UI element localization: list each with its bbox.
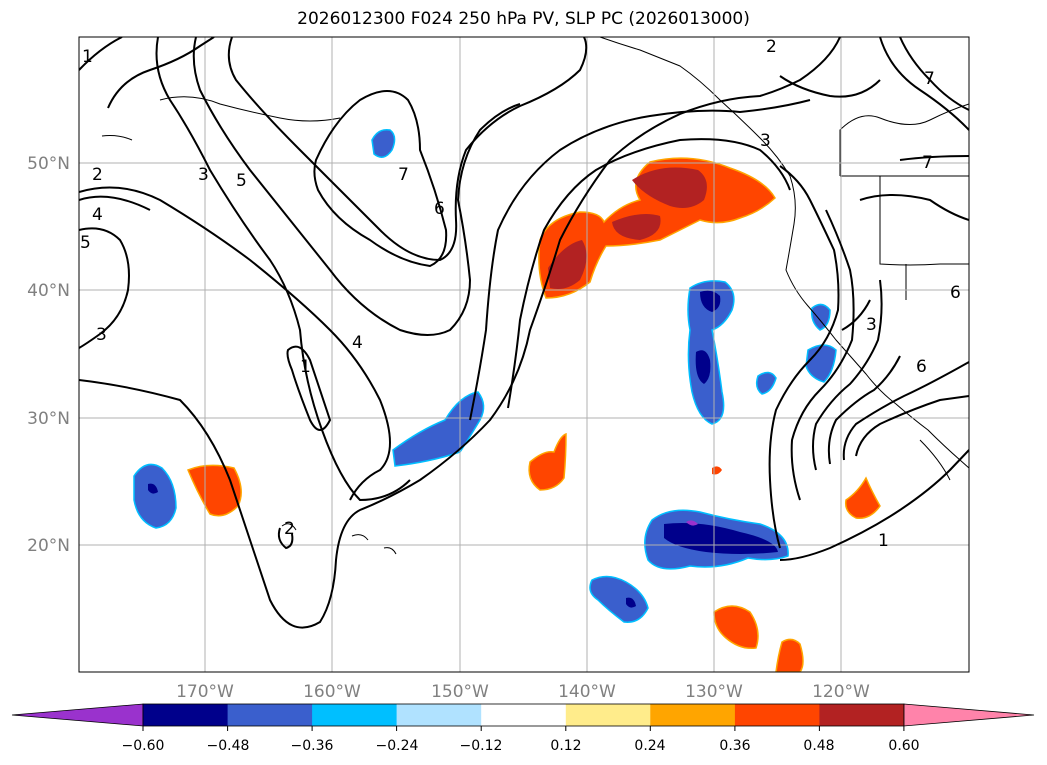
pv-negative-fills	[133, 128, 837, 623]
lon-label: 150°W	[431, 682, 489, 702]
colorbar-segment	[227, 704, 313, 726]
longitude-labels: 170°W 160°W 150°W 140°W 130°W 120°W	[176, 682, 870, 702]
contour-label: 1	[300, 357, 311, 377]
colorbar-segment	[565, 704, 651, 726]
contour-label: 7	[924, 69, 935, 89]
contour-label: 2	[92, 165, 103, 185]
colorbar-tick-label: −0.12	[460, 738, 503, 754]
contour-label: 7	[398, 165, 409, 185]
lat-label: 50°N	[27, 154, 70, 174]
contour-label: 4	[352, 333, 363, 353]
contour-label: 3	[198, 165, 209, 185]
colorbar-extension-high	[903, 703, 1035, 727]
contour-label: 6	[950, 283, 961, 303]
colorbar-tick-label: 0.36	[719, 738, 750, 754]
contour-label: 6	[916, 357, 927, 377]
colorbar-segment	[396, 704, 482, 726]
lat-label: 40°N	[27, 281, 70, 301]
contour-label: 3	[96, 325, 107, 345]
colorbar-tick-label: 0.60	[888, 738, 919, 754]
contour-label: 5	[80, 233, 91, 253]
lon-label: 140°W	[558, 682, 616, 702]
colorbar-tick-label: −0.36	[291, 738, 334, 754]
colorbar-frame	[142, 703, 905, 727]
plot-frame	[78, 36, 970, 673]
latitude-labels: 50°N 40°N 30°N 20°N	[27, 154, 70, 556]
colorbar-ticks	[142, 726, 905, 731]
colorbar-segment	[143, 704, 228, 726]
colorbar-segment	[734, 704, 820, 726]
colorbar-extension-low	[11, 703, 144, 727]
contour-label: 4	[92, 205, 103, 225]
colorbar-tick-label: 0.48	[803, 738, 834, 754]
lat-label: 20°N	[27, 536, 70, 556]
contour-label: 5	[236, 171, 247, 191]
slp-contours	[79, 37, 969, 629]
colorbar-tick-label: −0.48	[207, 738, 250, 754]
contour-label: 1	[82, 47, 93, 67]
colorbar-tick-label: −0.24	[376, 738, 419, 754]
colorbar-segment	[312, 704, 398, 726]
lon-label: 130°W	[685, 682, 743, 702]
pv-positive-fills	[187, 157, 881, 672]
lat-label: 30°N	[27, 409, 70, 429]
contour-labels: 1 2 2 2 3 3 4 5 5 7 6 4 1 7 7 6 6 3 1 3	[80, 37, 961, 551]
lon-label: 120°W	[812, 682, 870, 702]
colorbar-tick-label: 0.24	[634, 738, 665, 754]
colorbar-segment	[650, 704, 736, 726]
colorbar-tick-label: 0.12	[550, 738, 581, 754]
colorbar: −0.60 −0.48 −0.36 −0.24 −0.12 0.12 0.24 …	[11, 703, 1035, 754]
lon-label: 160°W	[303, 682, 361, 702]
colorbar-tick-label: −0.60	[122, 738, 165, 754]
contour-label: 6	[434, 199, 445, 219]
contour-label: 1	[878, 531, 889, 551]
contour-label: 3	[760, 131, 771, 151]
colorbar-segments	[11, 703, 1035, 727]
contour-label: 2	[766, 37, 777, 57]
contour-label: 2	[284, 519, 295, 539]
colorbar-segment	[481, 704, 567, 726]
map-title: 2026012300 F024 250 hPa PV, SLP PC (2026…	[297, 9, 750, 29]
colorbar-segment	[819, 704, 905, 726]
contour-label: 3	[866, 315, 877, 335]
lon-label: 170°W	[176, 682, 234, 702]
contour-label: 7	[922, 153, 933, 173]
